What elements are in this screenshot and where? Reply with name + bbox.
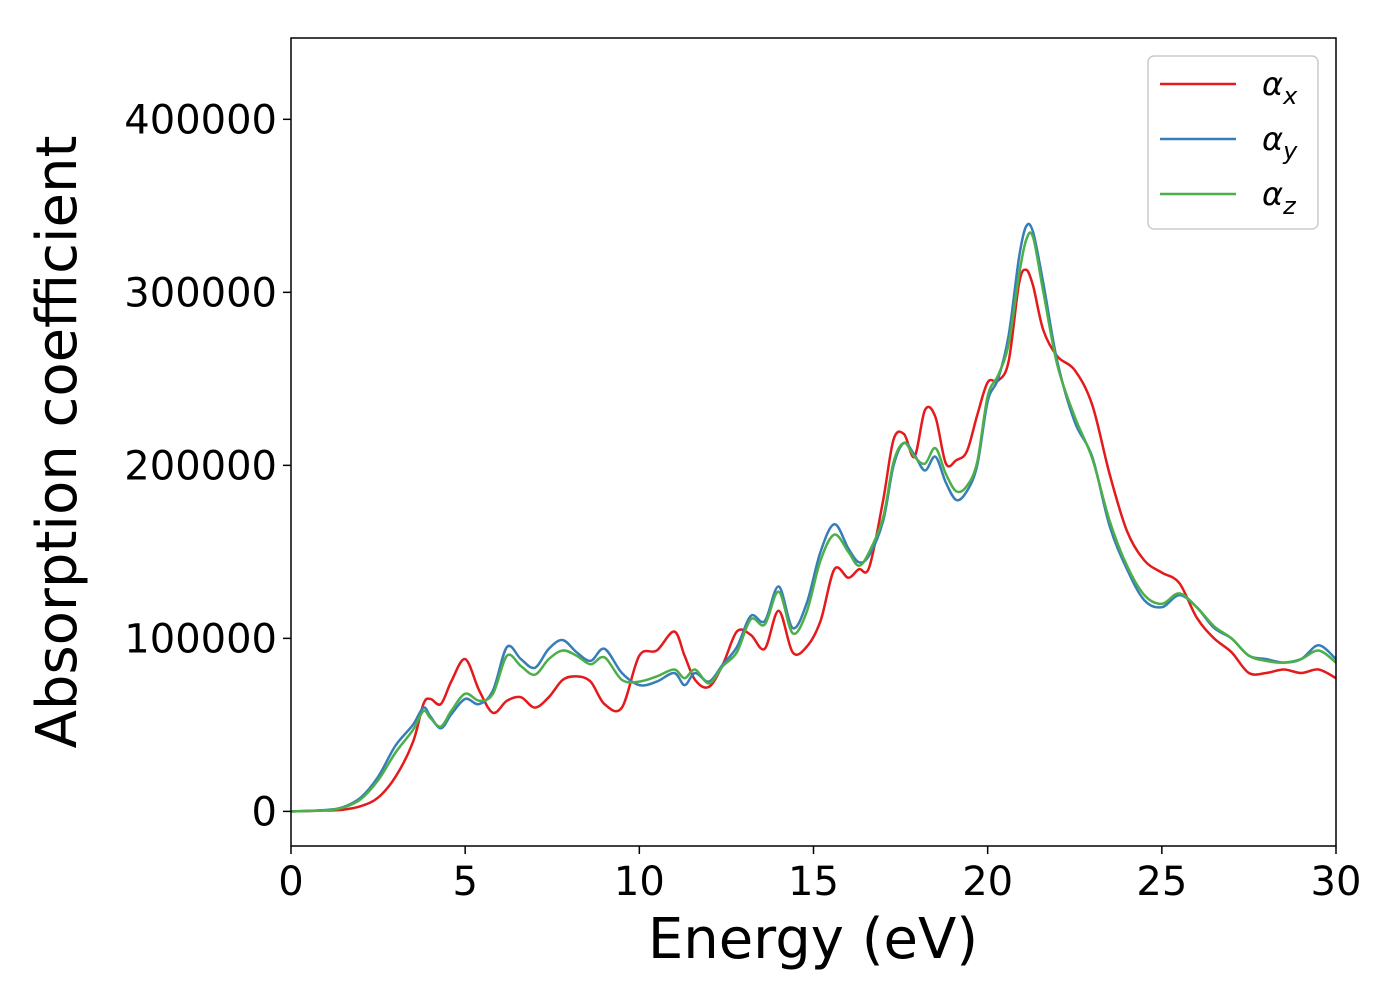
x-tick-label: 15 [788, 859, 839, 905]
x-tick-label: 0 [278, 859, 303, 905]
legend-subscript-z: z [1282, 192, 1297, 220]
legend-label-alpha-y: αy [1262, 120, 1298, 165]
x-tick-label: 25 [1136, 859, 1187, 905]
legend-label-alpha-x: αx [1262, 65, 1298, 110]
x-tick-label: 10 [614, 859, 665, 905]
series-line-alpha-z [290, 231, 1337, 813]
y-tick-label: 100000 [124, 616, 277, 662]
legend-frame [1147, 55, 1319, 230]
y-axis-label: Absorption coefficient [25, 136, 90, 749]
legend-subscript-y: y [1282, 137, 1298, 165]
ticks-layer: 0 5 10 15 20 25 30 0 100000 200000 300000 400000 [124, 97, 1361, 905]
plot-frame [290, 37, 1337, 847]
lines-layer [290, 222, 1337, 813]
y-tick-label: 400000 [124, 97, 277, 143]
y-tick-label: 200000 [124, 443, 277, 489]
legend-subscript-x: x [1282, 82, 1298, 110]
y-tick-label: 0 [252, 789, 277, 835]
x-axis-label: Energy (eV) [648, 907, 978, 972]
x-tick-label: 5 [452, 859, 477, 905]
x-tick-label: 30 [1311, 859, 1362, 905]
y-tick-label: 300000 [124, 270, 277, 316]
x-tick-label: 20 [962, 859, 1013, 905]
